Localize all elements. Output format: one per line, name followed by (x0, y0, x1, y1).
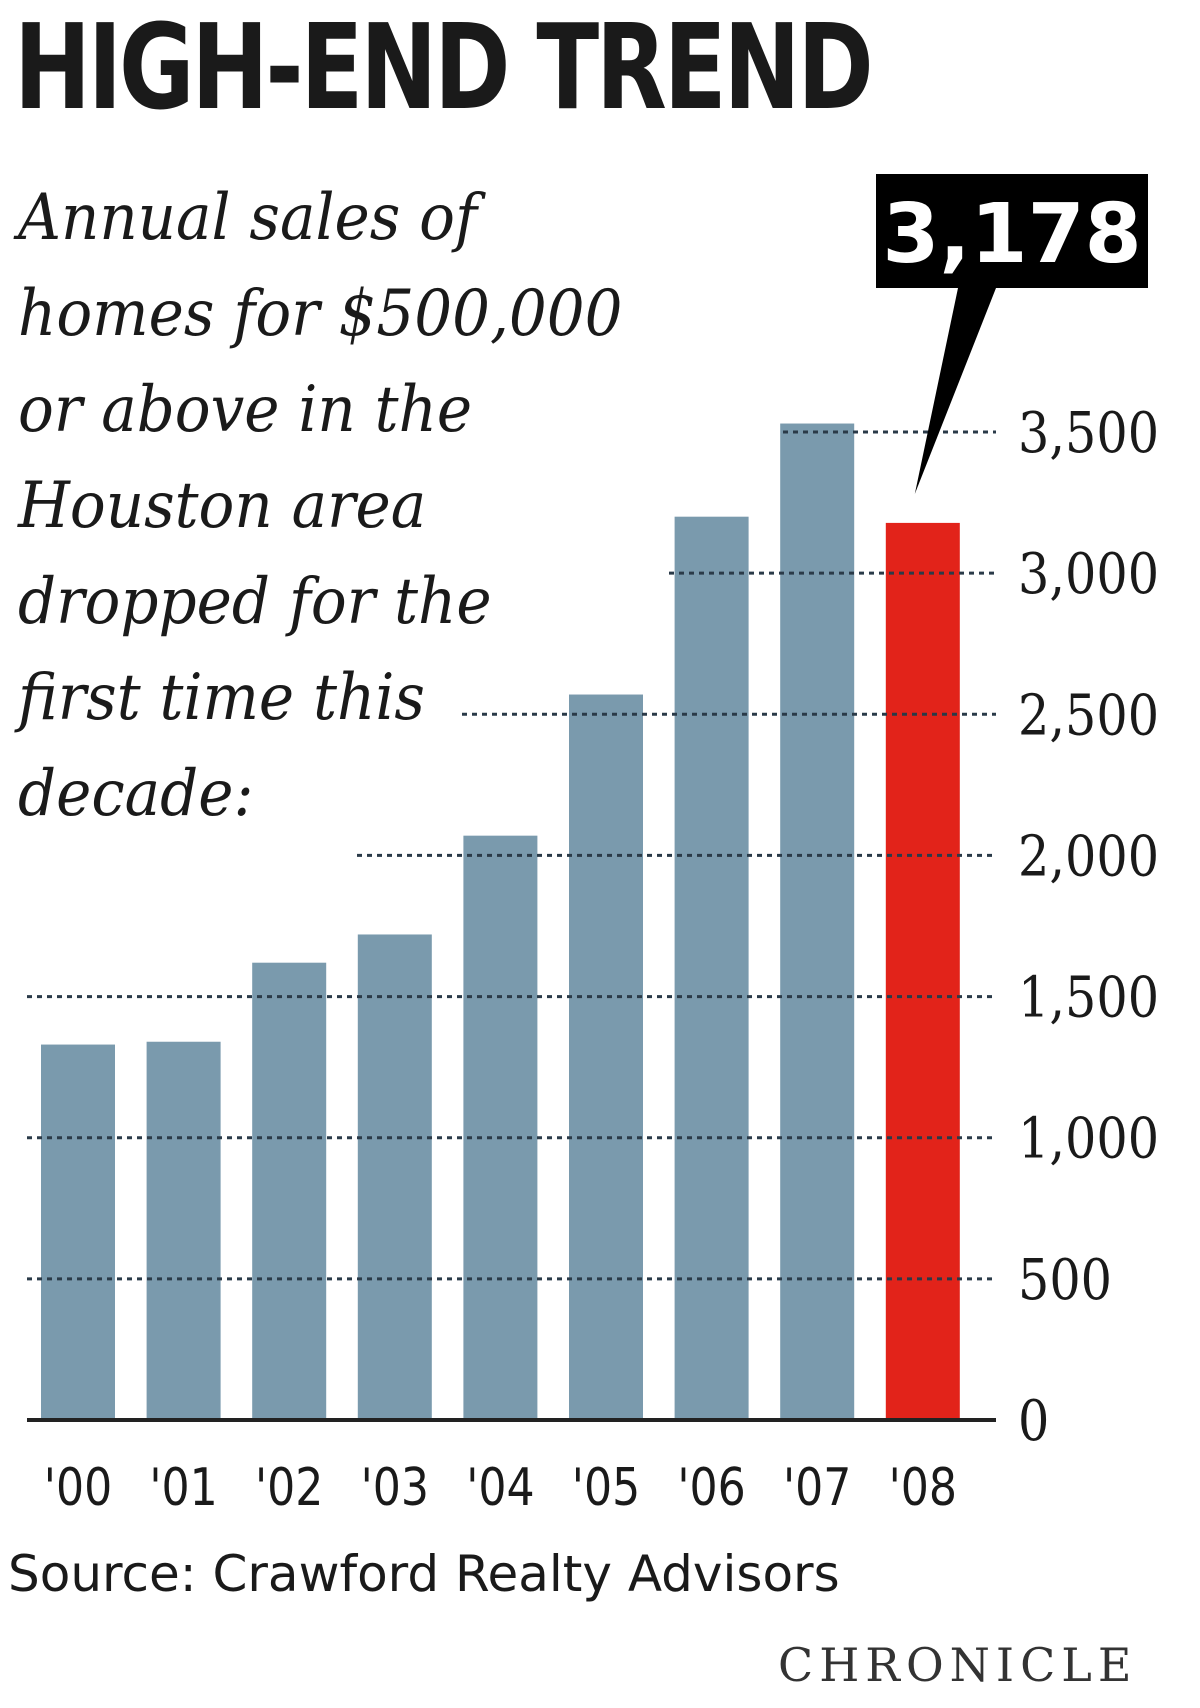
bar (357, 934, 432, 1420)
y-tick-label: 3,000 (1018, 542, 1159, 607)
source-note: Source: Crawford Realty Advisors (8, 1545, 840, 1603)
subtitle-line: first time this (18, 661, 425, 735)
subtitle-line: or above in the (18, 373, 473, 447)
bar (463, 835, 538, 1420)
bar (780, 423, 855, 1420)
y-tick-label: 0 (1018, 1389, 1049, 1454)
bar (146, 1041, 221, 1420)
x-tick-label: '08 (889, 1458, 957, 1518)
bar (569, 694, 643, 1420)
y-tick-label: 3,500 (1018, 401, 1159, 466)
x-tick-label: '01 (149, 1458, 217, 1518)
y-tick-label: 2,000 (1018, 824, 1159, 889)
subtitle-line: Houston area (18, 469, 427, 543)
y-tick-label: 500 (1018, 1248, 1112, 1313)
subtitle-line: dropped for the (18, 565, 492, 639)
x-tick-label: '02 (255, 1458, 323, 1518)
subtitle-line: homes for $500,000 (18, 277, 623, 351)
subtitle-line: Annual sales of (18, 181, 478, 255)
y-tick-label: 1,000 (1018, 1107, 1159, 1172)
chart-title: HIGH-END TREND (14, 0, 874, 136)
callout-value: 3,178 (882, 187, 1141, 282)
highlighted-bar (885, 522, 960, 1420)
bar (252, 962, 327, 1420)
bar (41, 1044, 115, 1420)
x-tick-label: '00 (44, 1458, 112, 1518)
bar (674, 516, 749, 1420)
x-tick-label: '07 (783, 1458, 851, 1518)
y-tick-label: 2,500 (1018, 683, 1159, 748)
x-tick-label: '06 (677, 1458, 745, 1518)
x-tick-label: '04 (466, 1458, 534, 1518)
subtitle-line: decade: (18, 757, 254, 831)
chart-subtitle: Annual sales of homes for $500,000 or ab… (18, 170, 725, 842)
callout-pointer (914, 288, 996, 494)
y-tick-label: 1,500 (1018, 966, 1159, 1031)
callout-box (876, 174, 1148, 288)
x-tick-label: '05 (572, 1458, 640, 1518)
chronicle-logo: CHRONICLE (778, 1638, 1138, 1692)
x-tick-label: '03 (361, 1458, 429, 1518)
